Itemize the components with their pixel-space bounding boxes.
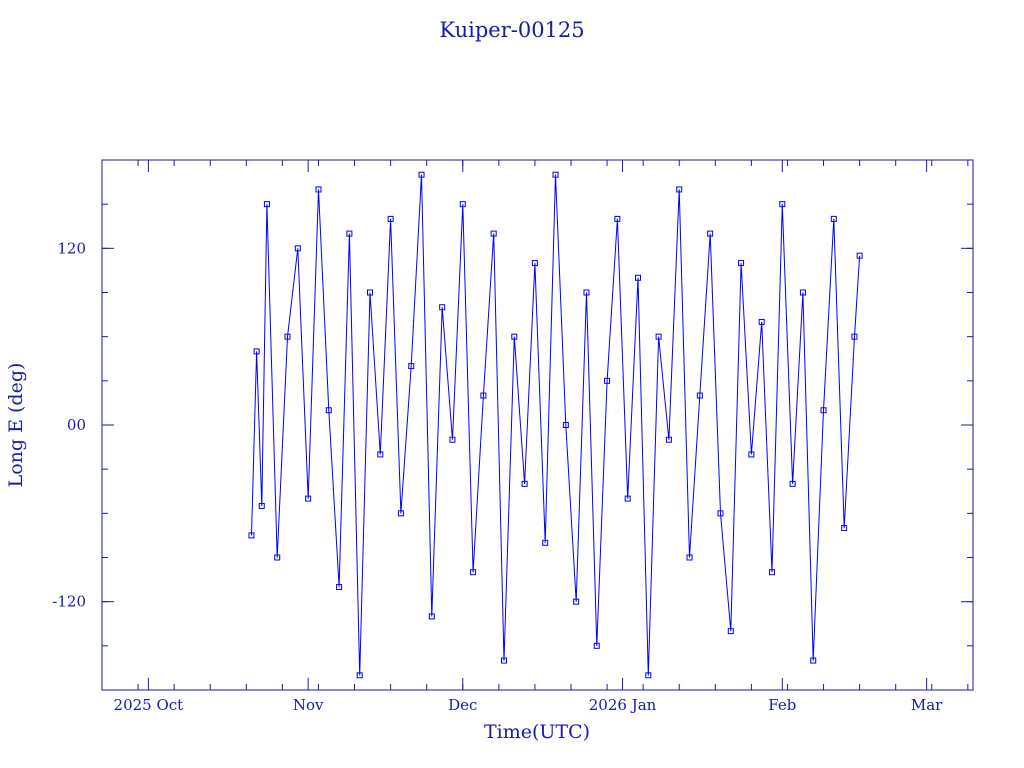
data-point-marker [542, 539, 549, 546]
y-tick-labels: 120 00 -120 [52, 239, 86, 610]
data-point-marker [470, 569, 477, 576]
plot-area [248, 171, 863, 679]
data-point-marker [418, 171, 425, 178]
data-point-marker [258, 502, 265, 509]
data-point-marker [758, 318, 765, 325]
data-point-marker [531, 260, 538, 267]
data-point-marker [686, 554, 693, 561]
data-point-marker [428, 613, 435, 620]
data-point-marker [841, 525, 848, 532]
data-point-marker [799, 289, 806, 296]
data-point-marker [284, 333, 291, 340]
data-point-marker [645, 672, 652, 679]
data-point-marker [738, 260, 745, 267]
data-point-marker [315, 186, 322, 193]
data-point-marker [490, 230, 497, 237]
x-tick-label: Dec [448, 696, 477, 714]
data-point-marker [305, 495, 312, 502]
chart-title: Kuiper-00125 [439, 18, 584, 42]
data-point-marker [449, 436, 456, 443]
data-point-marker [810, 657, 817, 664]
data-point-marker [253, 348, 260, 355]
data-point-marker [655, 333, 662, 340]
data-point-marker [583, 289, 590, 296]
y-tick-label: -120 [52, 593, 86, 611]
data-point-marker [408, 363, 415, 370]
data-point-marker [748, 451, 755, 458]
x-tick-label: 2025 Oct [114, 696, 184, 714]
axis-ticks [101, 159, 973, 691]
data-point-marker [856, 252, 863, 259]
x-axis-label: Time(UTC) [484, 721, 590, 743]
data-point-marker [511, 333, 518, 340]
data-point-marker [552, 171, 559, 178]
data-point-marker [367, 289, 373, 296]
data-point-marker [562, 422, 569, 428]
data-point-marker [604, 377, 611, 384]
data-point-marker [769, 569, 775, 576]
data-point-marker [614, 215, 621, 222]
data-point-marker [263, 201, 270, 208]
data-point-marker [696, 392, 703, 399]
data-point-marker [789, 480, 796, 487]
data-point-marker [356, 672, 363, 679]
data-point-marker [573, 598, 580, 605]
y-axis-label: Long E (deg) [5, 363, 27, 488]
data-point-marker [336, 583, 343, 590]
data-point-marker [830, 215, 837, 222]
y-tick-label: 120 [57, 239, 86, 257]
x-tick-label: Mar [911, 696, 943, 714]
data-point-marker [397, 510, 404, 517]
data-point-marker [851, 333, 858, 340]
data-point-marker [377, 451, 384, 458]
data-point-marker [480, 392, 487, 399]
data-point-marker [325, 407, 332, 414]
series-line [251, 174, 861, 676]
data-point-marker [635, 274, 641, 281]
data-point-marker [624, 495, 631, 502]
data-point-marker [707, 230, 714, 237]
data-point-marker [346, 230, 353, 237]
plot-frame [101, 159, 974, 691]
data-point-marker [387, 215, 394, 222]
data-point-marker [717, 510, 724, 517]
x-tick-label: Nov [293, 696, 324, 714]
data-point-marker [274, 554, 281, 561]
data-point-marker [665, 436, 672, 443]
y-tick-label: 00 [67, 416, 86, 434]
x-tick-label: 2026 Jan [589, 696, 657, 714]
data-point-marker [593, 642, 600, 649]
data-point-marker [779, 201, 786, 208]
x-tick-labels: 2025 Oct Nov Dec 2026 Jan Feb Mar [114, 696, 944, 714]
data-point-marker [521, 480, 528, 487]
data-point-marker [439, 304, 446, 311]
data-point-marker [459, 201, 466, 208]
data-point-marker [501, 657, 507, 664]
data-point-marker [294, 245, 301, 252]
data-point-marker [676, 186, 683, 193]
data-point-marker [727, 628, 734, 635]
data-point-marker [820, 407, 827, 414]
data-point-marker [248, 532, 255, 539]
x-tick-label: Feb [768, 696, 796, 714]
